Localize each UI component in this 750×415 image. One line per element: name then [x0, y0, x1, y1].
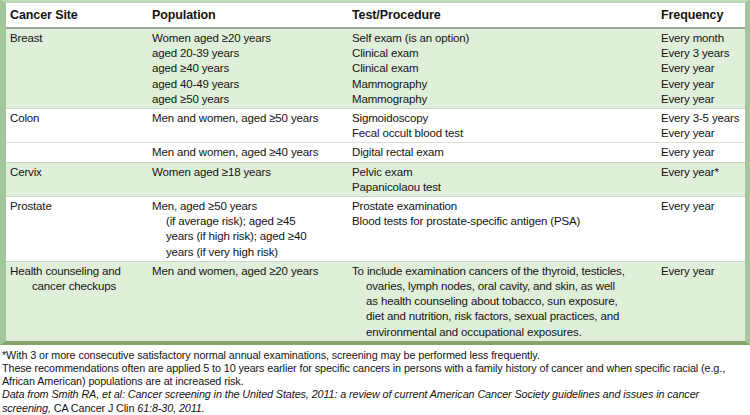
test-line: Mammography: [352, 77, 661, 92]
test-line: Prostate examination: [352, 199, 661, 214]
population-line: Men and women, aged ≥50 years: [152, 111, 352, 126]
frequency-line: Every year: [661, 92, 743, 107]
test-line: Clinical exam: [352, 46, 661, 61]
frequency-line: Every year: [661, 199, 743, 214]
test-line: Clinical exam: [352, 61, 661, 76]
footnote-2-text: These recommendations often are applied …: [2, 362, 725, 387]
page: Cancer SitePopulationTest/ProcedureFrequ…: [0, 0, 750, 415]
prostate-site-cell: Prostate: [10, 199, 152, 260]
colon-continued-frequency-cell: Every year: [661, 145, 745, 160]
health-counseling-test-cell: To include examination cancers of the th…: [352, 264, 661, 340]
population-line: Women aged ≥20 years: [152, 31, 352, 46]
population-line: (if average risk); aged ≥45: [152, 214, 352, 229]
breast-site-cell: Breast: [10, 31, 152, 107]
colon-site-cell: Colon: [10, 111, 152, 141]
site-line: Cervix: [10, 165, 152, 180]
prostate-test-cell: Prostate examinationBlood tests for pros…: [352, 199, 661, 260]
population-line: Men, aged ≥50 years: [152, 199, 352, 214]
population-line: aged ≥40 years: [152, 61, 352, 76]
test-line: Blood tests for prostate-specific antige…: [352, 214, 661, 229]
breast-population-cell: Women aged ≥20 yearsaged 20-39 yearsaged…: [152, 31, 352, 107]
prostate-frequency-cell: Every year: [661, 199, 745, 260]
column-header-test-procedure: Test/Procedure: [352, 8, 661, 23]
colon-population-cell: Men and women, aged ≥50 years: [152, 111, 352, 141]
cancer-screening-recommendations-table: Cancer SitePopulationTest/ProcedureFrequ…: [0, 0, 750, 345]
health-counseling-frequency-cell: Every year: [661, 264, 745, 340]
prostate-population-cell: Men, aged ≥50 years(if average risk); ag…: [152, 199, 352, 260]
test-line: Digital rectal exam: [352, 145, 661, 160]
test-line: Self exam (is an option): [352, 31, 661, 46]
test-line: environmental and occupational exposures…: [352, 325, 661, 340]
population-line: Men and women, aged ≥20 years: [152, 264, 352, 279]
section-colon: ColonMen and women, aged ≥50 yearsSigmoi…: [6, 108, 745, 142]
test-line: as health counseling about tobacco, sun …: [352, 294, 661, 309]
test-line: Sigmoidoscopy: [352, 111, 661, 126]
population-line: Men and women, aged ≥40 years: [152, 145, 352, 160]
section-prostate: ProstateMen, aged ≥50 years(if average r…: [6, 196, 745, 261]
section-colon-continued: Men and women, aged ≥40 yearsDigital rec…: [6, 142, 745, 161]
breast-frequency-cell: Every monthEvery 3 yearsEvery yearEvery …: [661, 31, 745, 107]
test-line: Fecal occult blood test: [352, 126, 661, 141]
cervix-frequency-cell: Every year*: [661, 165, 745, 195]
colon-frequency-cell: Every 3-5 yearsEvery year: [661, 111, 745, 141]
footnote-3-text: CA Cancer J Clin: [54, 402, 138, 414]
colon-continued-test-cell: Digital rectal exam: [352, 145, 661, 160]
footnote-1-text: *With 3 or more consecutive satisfactory…: [2, 349, 540, 361]
population-line: aged 20-39 years: [152, 46, 352, 61]
footnote-3: Data from Smith RA, et al: Cancer screen…: [2, 388, 748, 414]
frequency-line: Every 3-5 years: [661, 111, 743, 126]
site-line: Breast: [10, 31, 152, 46]
column-header-cancer-site: Cancer Site: [10, 8, 152, 23]
test-line: To include examination cancers of the th…: [352, 264, 661, 279]
test-line: Papanicolaou test: [352, 180, 661, 195]
colon-test-cell: SigmoidoscopyFecal occult blood test: [352, 111, 661, 141]
colon-continued-population-cell: Men and women, aged ≥40 years: [152, 145, 352, 160]
health-counseling-site-cell: Health counseling andcancer checkups: [10, 264, 152, 340]
cervix-population-cell: Women aged ≥18 years: [152, 165, 352, 195]
footnote-1: *With 3 or more consecutive satisfactory…: [2, 349, 748, 362]
population-line: years (if very high risk): [152, 245, 352, 260]
table-header-row: Cancer SitePopulationTest/ProcedureFrequ…: [6, 3, 745, 29]
frequency-line: Every 3 years: [661, 46, 743, 61]
frequency-line: Every year: [661, 77, 743, 92]
section-health-counseling: Health counseling andcancer checkupsMen …: [6, 261, 745, 341]
footnotes: *With 3 or more consecutive satisfactory…: [0, 345, 750, 415]
population-line: aged ≥50 years: [152, 92, 352, 107]
colon-continued-site-cell: [10, 145, 152, 160]
population-line: years (if high risk); aged ≥40: [152, 229, 352, 244]
site-line: cancer checkups: [10, 279, 152, 294]
column-header-population: Population: [152, 8, 352, 23]
test-line: Mammography: [352, 92, 661, 107]
frequency-line: Every year: [661, 264, 743, 279]
test-line: ovaries, lymph nodes, oral cavity, and s…: [352, 279, 661, 294]
cervix-site-cell: Cervix: [10, 165, 152, 195]
breast-test-cell: Self exam (is an option)Clinical examCli…: [352, 31, 661, 107]
test-line: Pelvic exam: [352, 165, 661, 180]
footnote-3-text: 61:8-30, 2011.: [137, 402, 204, 414]
section-breast: BreastWomen aged ≥20 yearsaged 20-39 yea…: [6, 29, 745, 108]
population-line: Women aged ≥18 years: [152, 165, 352, 180]
health-counseling-population-cell: Men and women, aged ≥20 years: [152, 264, 352, 340]
section-cervix: CervixWomen aged ≥18 yearsPelvic examPap…: [6, 162, 745, 196]
frequency-line: Every month: [661, 31, 743, 46]
column-header-frequency: Frequency: [661, 8, 745, 23]
table-body: BreastWomen aged ≥20 yearsaged 20-39 yea…: [6, 29, 745, 341]
site-line: Health counseling and: [10, 264, 152, 279]
frequency-line: Every year: [661, 126, 743, 141]
population-line: aged 40-49 years: [152, 77, 352, 92]
site-line: Prostate: [10, 199, 152, 214]
site-line: Colon: [10, 111, 152, 126]
frequency-line: Every year: [661, 61, 743, 76]
frequency-line: Every year*: [661, 165, 743, 180]
footnote-2: These recommendations often are applied …: [2, 362, 748, 388]
frequency-line: Every year: [661, 145, 743, 160]
test-line: diet and nutrition, risk factors, sexual…: [352, 309, 661, 324]
cervix-test-cell: Pelvic examPapanicolaou test: [352, 165, 661, 195]
